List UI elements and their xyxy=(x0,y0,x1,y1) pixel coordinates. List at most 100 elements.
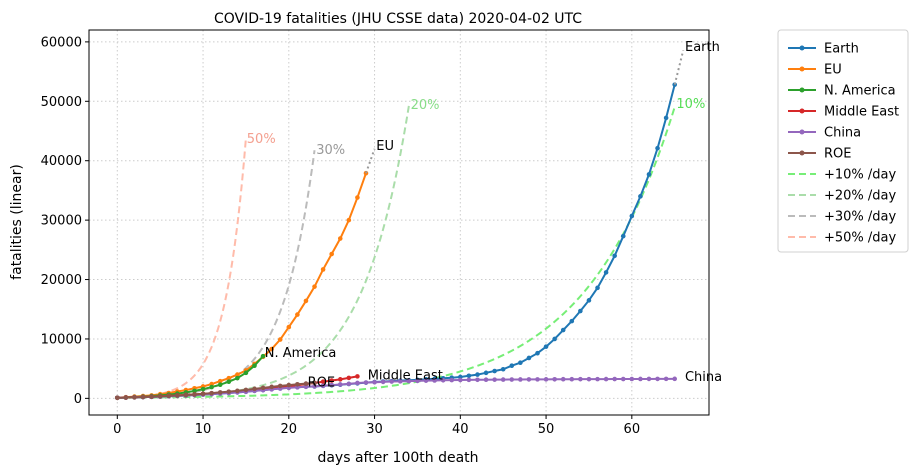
data-point-china xyxy=(509,377,515,382)
data-point-china xyxy=(569,376,575,382)
y-axis-label: fatalities (linear) xyxy=(9,164,25,280)
data-point-roe xyxy=(303,381,309,386)
data-point-eu xyxy=(295,312,300,317)
data-point-eu xyxy=(320,267,326,272)
data-point-roe xyxy=(183,392,189,398)
annotation-label: 50% xyxy=(247,132,276,147)
data-point-eu xyxy=(337,236,343,241)
x-tick-label: 60 xyxy=(624,422,641,437)
data-point-china xyxy=(500,377,506,382)
data-point-n-america xyxy=(260,353,266,359)
y-tick-label: 30000 xyxy=(41,214,82,229)
plot-area-frame xyxy=(88,29,710,416)
legend-label: +30% /day xyxy=(824,210,897,225)
data-point-earth xyxy=(629,213,635,219)
data-point-china xyxy=(603,376,609,382)
data-point-china xyxy=(483,377,489,383)
grid-lines xyxy=(89,30,709,415)
data-point-roe xyxy=(217,390,223,395)
data-point-roe xyxy=(123,395,129,400)
annotation-label: 30% xyxy=(316,143,345,158)
legend-label: +50% /day xyxy=(824,231,897,246)
data-point-eu xyxy=(269,346,274,352)
data-point-roe xyxy=(157,394,163,399)
data-point-eu xyxy=(303,298,309,304)
data-point-n-america xyxy=(252,363,257,368)
y-tick-label: 10000 xyxy=(41,332,82,347)
data-point-china xyxy=(346,381,352,387)
data-point-roe xyxy=(260,385,266,391)
data-point-roe xyxy=(175,393,180,398)
projection-line-eu xyxy=(365,148,376,174)
data-point-earth xyxy=(466,373,472,379)
data-point-china xyxy=(595,376,600,382)
data-point-earth xyxy=(638,194,643,199)
data-point-roe xyxy=(209,390,214,396)
data-point-earth xyxy=(569,318,575,324)
legend-marker xyxy=(799,87,805,93)
legend-marker xyxy=(799,108,805,114)
data-point-china xyxy=(449,377,455,383)
data-point-roe xyxy=(166,393,172,399)
growth-line-1.1 xyxy=(117,106,676,399)
data-point-earth xyxy=(586,298,592,303)
legend-marker xyxy=(799,129,805,135)
data-point-roe xyxy=(243,387,249,393)
data-point-roe xyxy=(140,394,146,400)
data-point-roe xyxy=(192,392,197,397)
data-point-roe xyxy=(269,384,274,390)
data-point-roe xyxy=(114,395,120,401)
series-lines xyxy=(114,49,685,401)
data-point-china xyxy=(389,379,395,384)
data-point-middle-east xyxy=(329,378,334,383)
data-point-china xyxy=(552,376,557,382)
data-point-eu xyxy=(217,378,223,384)
data-point-china xyxy=(372,379,377,385)
data-point-n-america xyxy=(200,386,206,392)
data-point-earth xyxy=(492,368,497,374)
legend-marker xyxy=(799,45,805,51)
data-point-china xyxy=(432,378,437,383)
data-point-eu xyxy=(235,372,240,377)
projection-line-earth xyxy=(673,49,685,85)
data-point-china xyxy=(638,376,643,382)
data-point-earth xyxy=(543,344,549,349)
legend-label: Middle East xyxy=(824,105,899,120)
data-point-china xyxy=(526,377,532,382)
data-point-china xyxy=(355,380,360,386)
legend-box xyxy=(777,29,909,253)
data-point-earth xyxy=(603,270,609,275)
data-point-earth xyxy=(663,115,669,121)
y-tick-label: 40000 xyxy=(41,154,82,169)
data-point-earth xyxy=(655,145,660,151)
x-tick-label: 20 xyxy=(281,422,298,437)
x-tick-label: 10 xyxy=(195,422,212,437)
data-point-china xyxy=(663,376,669,382)
data-point-n-america xyxy=(226,379,232,385)
data-point-china xyxy=(620,376,626,382)
legend-label: +20% /day xyxy=(824,189,897,204)
data-point-earth xyxy=(509,363,515,368)
data-point-china xyxy=(329,382,334,388)
x-axis-label: days after 100th death xyxy=(317,450,478,466)
data-point-china xyxy=(535,377,540,382)
data-point-earth xyxy=(518,360,523,366)
data-point-china xyxy=(655,376,660,382)
data-point-china xyxy=(380,379,386,385)
data-point-china xyxy=(303,384,309,390)
data-point-roe xyxy=(149,394,154,400)
legend-label: N. America xyxy=(824,84,896,99)
data-point-china xyxy=(560,376,566,382)
data-point-china xyxy=(312,384,317,389)
series-line-eu xyxy=(117,172,367,399)
data-point-middle-east xyxy=(355,374,360,379)
axis-ticks: 0 10 20 30 40 50 60 0 10000 20000 30000 40000 50000 6… xyxy=(41,35,640,437)
annotation-label: China xyxy=(685,370,722,385)
data-point-eu xyxy=(286,324,292,330)
data-point-china xyxy=(466,377,472,383)
data-point-n-america xyxy=(243,370,249,376)
data-point-earth xyxy=(612,253,617,259)
x-tick-label: 0 xyxy=(113,422,121,437)
data-point-earth xyxy=(500,366,506,372)
